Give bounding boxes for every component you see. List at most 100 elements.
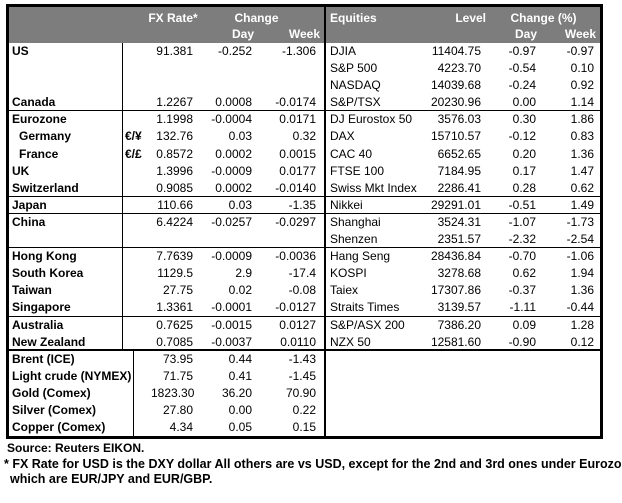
equity-index-label: NZX 50 xyxy=(330,334,371,349)
fx-week-change-value xyxy=(254,231,318,247)
equity-week-change-value xyxy=(537,419,595,436)
fx-table-row: South Korea 1129.5 2.9 -17.4 xyxy=(9,265,324,282)
equity-index-label xyxy=(326,419,426,436)
fx-table-row: Australia 0.7625 -0.0015 0.0127 xyxy=(9,317,324,334)
fx-week-change-value: 0.0110 xyxy=(280,334,316,349)
fx-table-row: New Zealand 0.7085 -0.0037 0.0110 xyxy=(9,334,324,351)
fx-country-label xyxy=(9,60,124,77)
equity-level-value xyxy=(426,402,482,419)
fx-week-change-value: -1.35 xyxy=(288,197,316,212)
equities-table-row: Nikkei 29291.01 -0.51 1.49 xyxy=(326,197,600,214)
fx-day-change-value xyxy=(195,231,254,247)
fx-table-row: China 6.4224 -0.0257 -0.0297 xyxy=(9,214,324,231)
fx-country-label: Brent (ICE) xyxy=(12,351,75,366)
fx-currency-pair-label xyxy=(124,231,151,247)
equity-level-value: 7386.20 xyxy=(437,317,481,332)
fx-currency-pair-label xyxy=(124,282,151,299)
fx-day-change-value xyxy=(195,60,254,77)
fx-currency-pair-label xyxy=(124,419,151,436)
fx-table-row: Eurozone 1.1998 -0.0004 0.0171 xyxy=(9,111,324,128)
fx-rate-value: 0.7625 xyxy=(156,317,193,332)
fx-currency-pair-label xyxy=(124,180,151,196)
equities-table-row: NZX 50 12581.60 -0.90 0.12 xyxy=(326,334,600,351)
equity-level-value: 29291.01 xyxy=(430,197,481,212)
fx-rate-value: 6.4224 xyxy=(156,214,193,229)
fx-week-column-header: Week xyxy=(288,27,320,41)
fx-week-change-value: 0.15 xyxy=(292,420,316,435)
fx-country-label: Copper (Comex) xyxy=(12,420,106,435)
equities-column-header: Equities xyxy=(330,11,377,25)
fx-table-row: Hong Kong 7.7639 -0.0009 -0.0036 xyxy=(9,248,324,265)
fx-week-change-value: -0.0297 xyxy=(275,214,316,229)
equity-day-change-value: 0.20 xyxy=(512,146,536,161)
fx-currency-pair-label xyxy=(124,60,151,77)
equity-level-value xyxy=(426,385,482,402)
equity-level-value: 17307.86 xyxy=(430,283,481,298)
equities-table-row xyxy=(326,351,600,368)
fx-currency-pair-label xyxy=(124,385,151,402)
fx-day-change-value: 0.0002 xyxy=(215,146,252,161)
equity-week-change-value: 1.28 xyxy=(570,317,594,332)
fx-week-change-value: -0.0127 xyxy=(275,300,316,315)
equity-day-change-value: -0.37 xyxy=(508,283,536,298)
fx-week-change-value: 0.0171 xyxy=(279,112,316,127)
equity-week-change-value xyxy=(537,351,595,368)
equity-level-value: 4223.70 xyxy=(437,61,481,76)
fx-rate-value: 1.1998 xyxy=(156,112,193,127)
equity-index-label: DAX xyxy=(330,129,355,144)
fx-currency-pair-label xyxy=(124,197,151,213)
fx-table-row: Japan 110.66 0.03 -1.35 xyxy=(9,197,324,214)
fx-day-change-value: 0.05 xyxy=(228,420,252,435)
fx-rate-value: 1.3361 xyxy=(156,300,193,315)
fx-day-change-value: 0.03 xyxy=(228,129,252,144)
equities-table-row: DAX 15710.57 -0.12 0.83 xyxy=(326,128,600,145)
fx-currency-pair-label xyxy=(124,248,151,265)
fx-day-change-value: -0.0004 xyxy=(211,112,252,127)
equity-level-value: 3139.57 xyxy=(437,300,481,315)
fx-currency-pair-label: €/¥ xyxy=(125,129,142,144)
fx-country-label: Singapore xyxy=(12,300,71,315)
fx-rate-value: 0.8572 xyxy=(156,146,193,161)
fx-rows: US 91.381 -0.252 -1.306 xyxy=(9,43,324,436)
fx-country-label: Germany xyxy=(19,129,72,144)
fx-country-label: Gold (Comex) xyxy=(12,385,91,400)
fx-currency-pair-label xyxy=(124,265,151,282)
fx-table-row: US 91.381 -0.252 -1.306 xyxy=(9,43,324,60)
equities-table-row: FTSE 100 7184.95 0.17 1.47 xyxy=(326,163,600,180)
fx-day-change-value xyxy=(195,77,254,94)
fx-week-change-value xyxy=(254,60,318,77)
fx-currency-pair-label xyxy=(124,317,151,334)
fx-rate-value: 1823.30 xyxy=(151,385,195,400)
fx-country-label: Eurozone xyxy=(12,112,67,127)
equity-index-label: CAC 40 xyxy=(330,146,373,161)
fx-day-change-value: -0.0037 xyxy=(211,334,252,349)
footnote-line-1: * FX Rate for USD is the DXY dollar All … xyxy=(4,457,622,471)
fx-day-change-value: -0.0009 xyxy=(211,249,252,264)
fx-change-column-header: Change xyxy=(234,11,279,25)
fx-table-row xyxy=(9,77,324,94)
fx-country-label: Australia xyxy=(12,317,64,332)
fx-day-change-value: -0.0015 xyxy=(211,317,252,332)
equity-index-label xyxy=(326,385,426,402)
equity-index-label: Straits Times xyxy=(330,300,400,315)
fx-week-change-value: -1.45 xyxy=(288,368,316,383)
fx-country-label: Canada xyxy=(12,95,56,110)
equity-index-label: Shanghai xyxy=(330,214,381,229)
equity-level-value xyxy=(426,351,482,368)
fx-day-change-value: -0.252 xyxy=(217,44,252,58)
fx-table-row: Singapore 1.3361 -0.0001 -0.0127 xyxy=(9,299,324,317)
fx-header: FX Rate* Change Day Week xyxy=(9,7,324,43)
equities-table-row: S&P 500 4223.70 -0.54 0.10 xyxy=(326,60,600,77)
fx-country-label: Taiwan xyxy=(12,283,52,298)
equity-day-change-value: -1.11 xyxy=(509,300,536,315)
equities-table-row: NASDAQ 14039.68 -0.24 0.92 xyxy=(326,77,600,94)
equity-day-change-value: 0.62 xyxy=(512,266,536,281)
fx-rate-value: 132.76 xyxy=(156,129,193,144)
fx-country-label: China xyxy=(12,214,46,229)
equity-week-change-value xyxy=(537,402,595,419)
fx-rate-value: 0.7085 xyxy=(156,334,193,349)
equity-week-change-value: -2.54 xyxy=(566,232,594,247)
fx-table-row: Germany €/¥ 132.76 0.03 0.32 xyxy=(9,128,324,145)
equities-table-row xyxy=(326,368,600,385)
